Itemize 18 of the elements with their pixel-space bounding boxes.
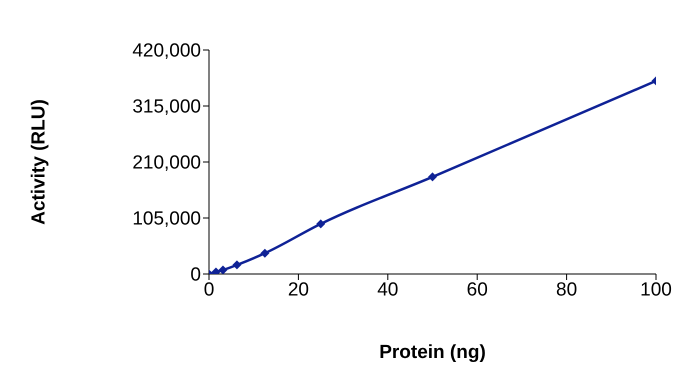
point [218,266,228,274]
x-tick-label: 0 [204,279,214,300]
y-tick-label: 420,000 [132,40,201,62]
point [260,248,270,258]
x-tick-label: 80 [556,279,578,300]
y-axis-title: Activity (RLU) [28,99,50,225]
y-tick-label: 105,000 [132,208,201,230]
point [316,219,326,228]
x-tick-label: 100 [640,279,672,300]
x-tick-label: 20 [288,279,309,300]
y-tick-label: 0 [190,264,201,286]
point [232,260,242,270]
y-tick-label: 210,000 [132,152,201,174]
x-axis-title: Protein (ng) [379,342,486,363]
x-tick-label: 60 [466,279,488,300]
y-tick-label: 315,000 [132,96,201,118]
point [428,172,437,182]
x-tick-label: 40 [377,279,398,300]
